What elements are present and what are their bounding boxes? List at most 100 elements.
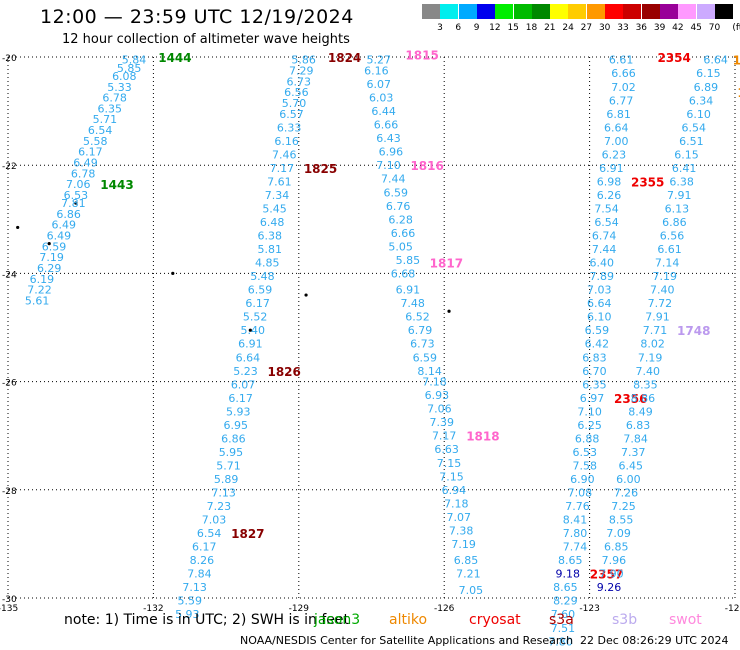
scale-label: 42	[672, 23, 684, 33]
swh-value-label: 9.18	[556, 568, 581, 581]
swh-value-label: 7.17	[432, 430, 457, 443]
swh-value-label: 6.29	[37, 262, 62, 275]
lat-axis-label: -22	[2, 162, 17, 172]
swh-value-label: 6.86	[221, 432, 246, 445]
swh-value-label: 6.70	[582, 365, 607, 378]
swh-value-label: 8.26	[190, 554, 215, 567]
swh-value-label: 5.40	[241, 324, 266, 337]
lon-axis-label: -123	[579, 604, 599, 614]
satellite-pass: 5.955.715.897.137.237.036.546.178.267.84…	[175, 446, 264, 621]
swh-value-label: 6.57	[279, 108, 304, 121]
swh-value-label: 7.19	[652, 270, 677, 283]
satellite-pass: 5.867.296.736.565.706.576.336.167.467.17…	[250, 54, 337, 283]
lat-axis-label: -24	[2, 270, 17, 280]
swh-value-label: 6.91	[396, 284, 421, 297]
swh-value-label: 6.34	[689, 94, 714, 107]
scale-swatch	[568, 4, 587, 19]
swh-value-label: 6.15	[674, 148, 699, 161]
satellite-legend-item: swot	[669, 612, 702, 628]
swh-value-label: 7.89	[589, 270, 614, 283]
swh-value-label: 9.26	[597, 581, 622, 594]
pass-time-label: 1818	[466, 430, 499, 444]
swh-value-label: 7.15	[439, 470, 464, 483]
scale-label: 21	[544, 23, 556, 33]
swh-value-label: 6.00	[616, 473, 641, 486]
scale-swatch	[641, 4, 660, 19]
scale-swatch	[531, 4, 550, 19]
swh-value-label: 7.10	[376, 159, 401, 172]
swh-value-label: 7.00	[604, 135, 629, 148]
satellite-legend-item: jason3	[314, 612, 361, 628]
swh-value-label: 6.53	[64, 189, 89, 202]
swh-value-label: 7.02	[611, 81, 636, 94]
scale-swatch	[586, 4, 605, 19]
swh-value-label: 7.21	[456, 568, 481, 581]
swh-value-label: 6.54	[594, 216, 619, 229]
swh-value-label: 7.19	[638, 351, 663, 364]
swh-value-label: 6.51	[679, 135, 704, 148]
swh-value-label: 6.45	[619, 459, 644, 472]
island-dot	[16, 225, 20, 230]
swh-value-label: 7.60	[551, 608, 576, 621]
swh-value-label: 7.15	[437, 457, 462, 470]
scale-label: 70	[708, 23, 721, 33]
swh-value-label: 7.03	[587, 284, 612, 297]
lon-axis-label: -120	[725, 604, 740, 614]
swh-value-label: 6.90	[570, 473, 595, 486]
swh-value-label: 6.59	[383, 186, 408, 199]
swh-value-label: 6.94	[442, 484, 467, 497]
swh-value-label: 7.90	[599, 568, 624, 581]
swh-value-label: 6.54	[88, 124, 113, 137]
swh-value-label: 5.93	[226, 405, 251, 418]
swh-value-label: 6.17	[228, 392, 253, 405]
page-subtitle: 12 hour collection of altimeter wave hei…	[62, 32, 350, 47]
swh-value-label: 6.25	[577, 419, 602, 432]
swh-value-label: 6.07	[367, 78, 392, 91]
satellite-pass: 7.087.768.417.807.748.659.188.658.297.60…	[548, 487, 623, 649]
swh-value-label: 8.49	[628, 405, 653, 418]
swh-value-label: 4.85	[255, 257, 280, 270]
swh-value-label: 5.58	[83, 135, 108, 148]
swh-value-label: 6.86	[662, 216, 687, 229]
swh-value-label: 7.76	[565, 500, 590, 513]
swh-value-label: 6.59	[248, 284, 273, 297]
swh-value-label: 7.37	[621, 446, 646, 459]
swh-value-label: 7.91	[667, 189, 692, 202]
swh-value-label: 7.84	[187, 568, 212, 581]
swh-value-label: 6.40	[589, 257, 614, 270]
satellite-legend-item: cryosat	[469, 612, 521, 628]
swh-value-label: 7.71	[643, 324, 668, 337]
scale-unit: (ft)	[732, 23, 740, 33]
swh-value-label: 6.16	[274, 135, 299, 148]
swh-value-label: 6.85	[604, 541, 629, 554]
swh-value-label: 6.96	[379, 146, 404, 159]
pass-time-label: 1748	[677, 324, 710, 338]
island-dot	[304, 293, 308, 297]
swh-value-label: 7.34	[265, 189, 290, 202]
swh-value-label: 6.23	[602, 148, 627, 161]
scale-swatch	[458, 4, 477, 19]
pass-time-label: 1815	[405, 48, 438, 62]
swh-value-label: 7.44	[592, 243, 617, 256]
swh-value-label: 6.97	[580, 392, 605, 405]
swh-value-label: 7.96	[602, 554, 627, 567]
swh-value-label: 7.10	[577, 405, 602, 418]
swh-value-label: 6.49	[73, 156, 98, 169]
swh-value-label: 7.48	[400, 297, 425, 310]
satellite-pass: 6.616.667.026.776.816.647.006.236.916.98…	[587, 54, 664, 297]
swh-value-label: 5.81	[257, 243, 282, 256]
swh-value-label: 6.85	[454, 554, 479, 567]
scale-swatch	[696, 4, 715, 19]
swh-value-label: 5.59	[178, 595, 203, 608]
lon-axis-label: -129	[289, 604, 310, 614]
swh-value-label: 7.38	[449, 524, 474, 537]
scale-swatch	[623, 4, 642, 19]
scale-label: 24	[562, 23, 574, 33]
lat-axis-label: -26	[2, 379, 17, 389]
swh-value-label: 7.08	[568, 487, 593, 500]
scale-swatch	[659, 4, 678, 19]
lon-axis-label: -126	[434, 604, 455, 614]
swh-value-label: 6.61	[657, 243, 682, 256]
swh-value-label: 7.17	[270, 162, 295, 175]
